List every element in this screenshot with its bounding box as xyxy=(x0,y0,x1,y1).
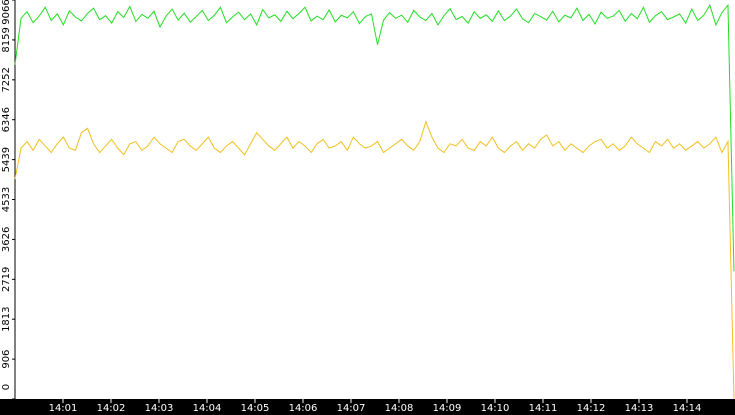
x-tick-label: 14:07 xyxy=(337,403,366,414)
y-tick-label: 4533 xyxy=(1,187,12,212)
x-tick-label: 14:03 xyxy=(145,403,174,414)
x-tick-label: 14:14 xyxy=(673,403,702,414)
x-tick-label: 14:09 xyxy=(433,403,462,414)
x-axis-bar xyxy=(0,399,735,415)
series-line xyxy=(14,120,735,400)
x-tick-label: 14:12 xyxy=(577,403,606,414)
y-tick-label: 3626 xyxy=(1,227,12,252)
x-tick-label: 14:05 xyxy=(241,403,270,414)
x-tick-label: 14:02 xyxy=(97,403,126,414)
y-tick-label: 5439 xyxy=(1,147,12,172)
x-tick-label: 14:11 xyxy=(529,403,558,414)
y-tick-label: 7252 xyxy=(1,67,12,92)
y-tick-label: 1813 xyxy=(1,306,12,331)
x-tick-label: 14:06 xyxy=(289,403,318,414)
x-tick-label: 14:13 xyxy=(625,403,654,414)
y-tick-label: 6346 xyxy=(1,107,12,132)
y-tick-label: 906 xyxy=(1,350,12,369)
y-tick-label: 9066 xyxy=(1,0,12,25)
y-tick-label: 8159 xyxy=(1,27,12,52)
x-tick-label: 14:10 xyxy=(481,403,510,414)
y-tick-label: 2719 xyxy=(1,267,12,292)
x-tick-label: 14:01 xyxy=(49,403,78,414)
x-tick-label: 14:04 xyxy=(193,403,222,414)
series-line xyxy=(14,3,735,272)
y-tick-label: 0 xyxy=(1,384,12,390)
x-tick-label: 14:08 xyxy=(385,403,414,414)
